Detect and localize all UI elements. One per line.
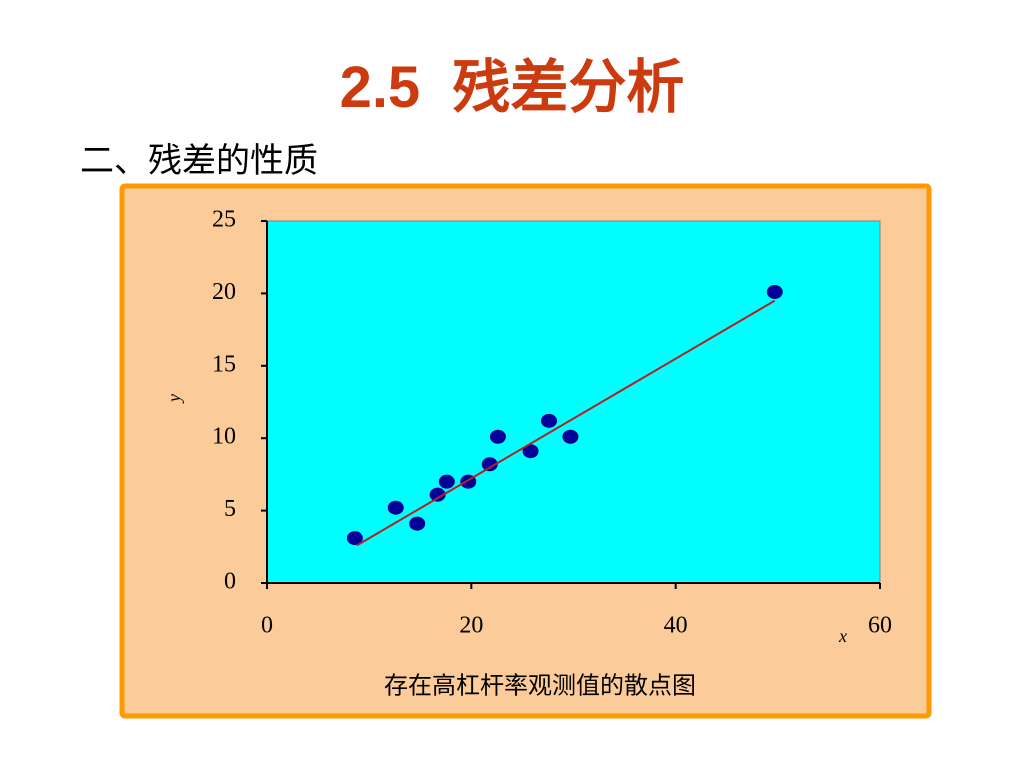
data-point: [562, 429, 579, 444]
data-point: [540, 413, 557, 428]
slide-title: 2.5 残差分析: [339, 55, 685, 120]
data-point: [346, 531, 363, 546]
fit-line: [356, 299, 776, 547]
data-point: [429, 487, 446, 502]
data-point: [489, 429, 506, 444]
y-axis-label: y: [164, 394, 184, 404]
y-tick-label: 25: [212, 207, 236, 233]
chart-caption: 存在高杠杆率观测值的散点图: [384, 672, 696, 700]
data-point: [387, 500, 404, 515]
x-tick-label: 20: [459, 613, 483, 639]
y-tick-label: 0: [224, 569, 236, 595]
x-tick-label: 40: [664, 613, 688, 639]
plot-area: [266, 220, 881, 584]
y-tick-label: 20: [212, 279, 236, 305]
data-point: [481, 457, 498, 472]
data-point: [438, 474, 455, 489]
data-point: [522, 444, 539, 459]
x-axis-label: x: [838, 626, 847, 646]
y-tick-label: 15: [212, 351, 236, 377]
data-point: [766, 284, 783, 299]
x-tick-label: 60: [868, 613, 892, 639]
y-tick-label: 5: [224, 496, 236, 522]
x-tick-label: 0: [261, 613, 273, 639]
slide-subtitle: 二、残差的性质: [80, 143, 318, 180]
y-tick-label: 10: [212, 424, 236, 450]
data-point: [409, 516, 426, 531]
